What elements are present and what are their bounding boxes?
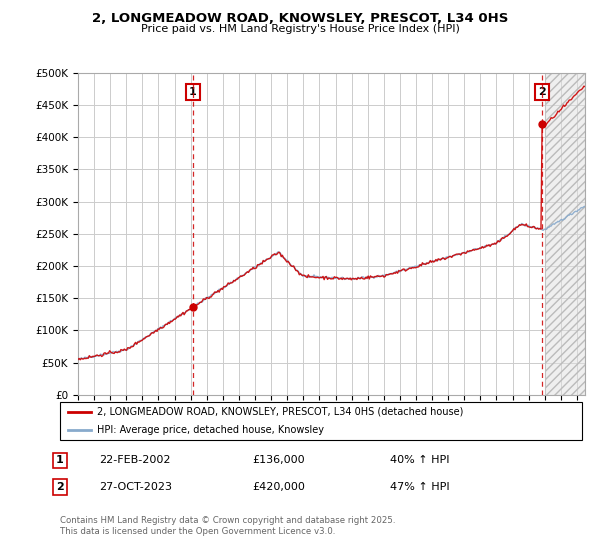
Text: Price paid vs. HM Land Registry's House Price Index (HPI): Price paid vs. HM Land Registry's House … <box>140 24 460 34</box>
Text: Contains HM Land Registry data © Crown copyright and database right 2025.
This d: Contains HM Land Registry data © Crown c… <box>60 516 395 536</box>
Text: 47% ↑ HPI: 47% ↑ HPI <box>390 482 449 492</box>
Text: 2, LONGMEADOW ROAD, KNOWSLEY, PRESCOT, L34 0HS (detached house): 2, LONGMEADOW ROAD, KNOWSLEY, PRESCOT, L… <box>97 407 463 417</box>
Text: £136,000: £136,000 <box>252 455 305 465</box>
FancyBboxPatch shape <box>60 402 582 440</box>
Text: 27-OCT-2023: 27-OCT-2023 <box>99 482 172 492</box>
Text: 1: 1 <box>189 87 197 97</box>
Text: HPI: Average price, detached house, Knowsley: HPI: Average price, detached house, Know… <box>97 425 323 435</box>
Text: 40% ↑ HPI: 40% ↑ HPI <box>390 455 449 465</box>
Text: 22-FEB-2002: 22-FEB-2002 <box>99 455 170 465</box>
Text: 1: 1 <box>56 455 64 465</box>
Bar <box>545 73 585 395</box>
Text: 2: 2 <box>538 87 546 97</box>
Text: £420,000: £420,000 <box>252 482 305 492</box>
Bar <box>545 73 585 395</box>
Text: 2, LONGMEADOW ROAD, KNOWSLEY, PRESCOT, L34 0HS: 2, LONGMEADOW ROAD, KNOWSLEY, PRESCOT, L… <box>92 12 508 25</box>
Text: 2: 2 <box>56 482 64 492</box>
